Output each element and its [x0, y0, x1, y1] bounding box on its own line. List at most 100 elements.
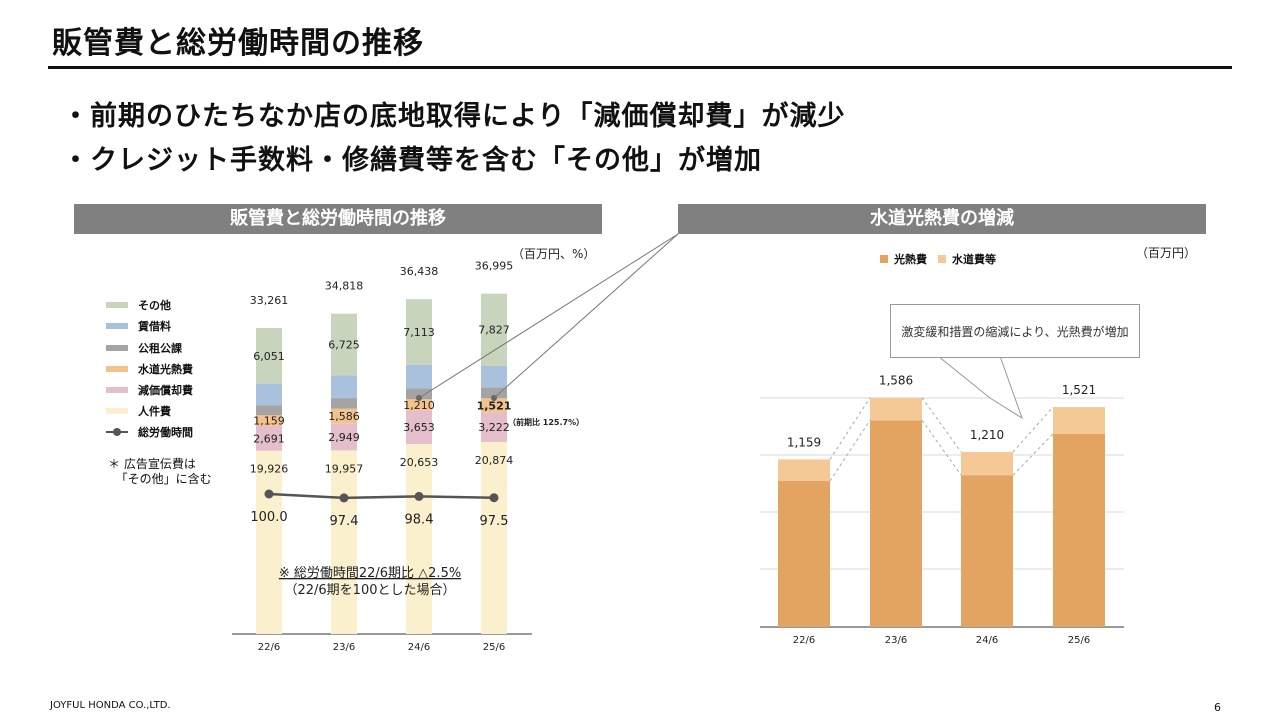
legend-swatch-light-heat — [880, 255, 888, 263]
label-減価償却費-25-6: 3,222 — [478, 421, 510, 434]
label-減価償却費-22-6: 2,691 — [253, 432, 285, 445]
title-divider — [48, 66, 1232, 69]
legend-swatch-rent — [106, 323, 128, 329]
label-その他-23-6: 6,725 — [328, 339, 360, 352]
legend-rent: 賃借料 — [106, 318, 171, 334]
hours-line — [268, 492, 495, 500]
category-label-right-23-6: 23/6 — [885, 635, 907, 646]
page-number: 6 — [1214, 701, 1221, 714]
legend-label-taxes: 公租公課 — [138, 342, 182, 355]
bar-water-25-6 — [1053, 407, 1105, 434]
hours-label-25-6: 97.5 — [480, 514, 509, 529]
total-label-right-23-6: 1,586 — [879, 374, 913, 388]
category-label-25-6: 25/6 — [483, 642, 505, 653]
footer-company: JOYFUL HONDA CO.,LTD. — [50, 700, 171, 711]
bar-water-24-6 — [961, 452, 1013, 476]
legend-swatch-personnel — [106, 408, 128, 414]
legend-water: 水道費等 — [938, 251, 996, 267]
hours-note: ※ 総労働時間22/6期比 △2.5% — [279, 566, 461, 581]
right-panel-header: 水道光熱費の増減 — [678, 204, 1206, 234]
label-水道光熱費-24-6: 1,210 — [403, 399, 435, 412]
legend-line-hours — [106, 428, 128, 436]
legend-label-depreciation: 減価償却費 — [138, 384, 193, 397]
label-減価償却費-23-6: 2,949 — [328, 431, 360, 444]
total-label-23-6: 34,818 — [325, 280, 364, 293]
bar-light-heat-24-6 — [961, 475, 1013, 627]
bar-taxes-25-6 — [481, 387, 507, 399]
bar-utilities-24-6 — [406, 399, 432, 411]
bar-personnel-25-6 — [481, 441, 507, 634]
bar-utilities-22-6 — [256, 415, 282, 426]
legend-label-utilities: 水道光熱費 — [138, 363, 193, 376]
bar-utilities-25-6 — [481, 398, 507, 413]
label-その他-24-6: 7,113 — [403, 326, 435, 339]
hours-label-24-6: 98.4 — [405, 512, 434, 527]
category-label-right-25-6: 25/6 — [1068, 635, 1090, 646]
label-その他-25-6: 7,827 — [478, 324, 510, 337]
hours-point-22-6 — [264, 489, 274, 499]
bar-water-23-6 — [870, 397, 922, 421]
legend-personnel: 人件費 — [106, 403, 171, 419]
bar-light-heat-25-6 — [1053, 433, 1105, 627]
bar-light-heat-22-6 — [778, 480, 830, 627]
legend-taxes: 公租公課 — [106, 340, 182, 356]
legend-swatch-depreciation — [106, 387, 128, 393]
connector-top-1 — [921, 397, 962, 453]
total-label-24-6: 36,438 — [400, 265, 439, 278]
category-label-right-24-6: 24/6 — [976, 635, 998, 646]
bar-other-23-6 — [331, 313, 357, 376]
connector-mid-2 — [1012, 433, 1054, 476]
legend-label-rent: 賃借料 — [138, 320, 171, 333]
bar-rent-23-6 — [331, 375, 357, 399]
label-水道光熱費-23-6: 1,586 — [328, 410, 360, 423]
legend-light-heat: 光熱費 — [880, 251, 927, 267]
bar-other-24-6 — [406, 299, 432, 365]
advertising-note: ＊ 広告宣伝費は 「その他」に含む — [108, 457, 212, 486]
category-label-right-22-6: 22/6 — [793, 635, 815, 646]
legend-label-personnel: 人件費 — [138, 405, 171, 418]
total-label-22-6: 33,261 — [250, 294, 289, 307]
legend-swatch-water — [938, 255, 946, 263]
label-人件費-23-6: 19,957 — [325, 462, 364, 475]
page-title: 販管費と総労働時間の推移 — [52, 26, 424, 61]
right-unit-label: （百万円） — [1136, 246, 1197, 260]
label-水道光熱費-25-6: 1,521 — [477, 399, 512, 412]
legend-swatch-other — [106, 302, 128, 308]
total-label-right-24-6: 1,210 — [970, 428, 1004, 442]
legend-utilities: 水道光熱費 — [106, 361, 193, 377]
bullet-depreciation: ・前期のひたちなか店の底地取得により「減価償却費」が減少 — [62, 101, 846, 132]
legend-hours: 総労働時間 — [106, 424, 193, 440]
legend-label-hours: 総労働時間 — [138, 426, 193, 439]
connector-top-2 — [1012, 406, 1054, 453]
total-label-25-6: 36,995 — [475, 260, 514, 273]
bar-personnel-24-6 — [406, 443, 432, 634]
legend-other: その他 — [106, 297, 171, 313]
bar-utilities-23-6 — [331, 408, 357, 424]
hours-point-25-6 — [489, 493, 499, 503]
bar-rent-22-6 — [256, 383, 282, 406]
label-人件費-25-6: 20,874 — [475, 454, 514, 467]
connector-top-0 — [829, 397, 871, 460]
hours-label-22-6: 100.0 — [250, 510, 287, 525]
label-水道光熱費-22-6: 1,159 — [253, 415, 285, 428]
legend-swatch-utilities — [106, 366, 128, 372]
bar-light-heat-23-6 — [870, 420, 922, 627]
category-label-24-6: 24/6 — [408, 642, 430, 653]
bar-personnel-22-6 — [256, 450, 282, 634]
hours-point-24-6 — [414, 491, 424, 501]
left-panel-header: 販管費と総労働時間の推移 — [74, 204, 602, 234]
connector-mid-0 — [829, 419, 871, 482]
bullet-other: ・クレジット手数料・修繕費等を含む「その他」が増加 — [62, 145, 762, 176]
legend-swatch-taxes — [106, 345, 128, 351]
bar-depreciation-23-6 — [331, 423, 357, 451]
legend-depreciation: 減価償却費 — [106, 382, 193, 398]
bar-rent-25-6 — [481, 365, 507, 388]
bar-personnel-23-6 — [331, 450, 357, 634]
bar-water-22-6 — [778, 459, 830, 481]
label-人件費-24-6: 20,653 — [400, 456, 439, 469]
bar-depreciation-24-6 — [406, 410, 432, 444]
total-label-right-22-6: 1,159 — [787, 435, 821, 449]
bar-other-25-6 — [481, 293, 507, 366]
connector-dot-24-6 — [416, 395, 422, 401]
category-label-22-6: 22/6 — [258, 642, 280, 653]
